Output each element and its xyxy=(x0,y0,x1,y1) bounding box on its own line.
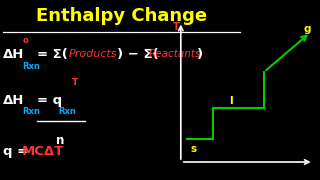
Text: Rxn: Rxn xyxy=(22,62,40,71)
Text: q =: q = xyxy=(3,145,33,158)
Text: n: n xyxy=(56,134,64,147)
Text: Rxn: Rxn xyxy=(58,107,76,116)
Text: Reactants: Reactants xyxy=(149,49,201,59)
Text: MCΔT: MCΔT xyxy=(22,145,64,158)
Text: ) − Σ(: ) − Σ( xyxy=(117,48,158,60)
Text: Rxn: Rxn xyxy=(22,107,40,116)
Text: o: o xyxy=(23,36,29,45)
Text: T: T xyxy=(173,22,180,32)
Text: g: g xyxy=(304,24,311,34)
Text: l: l xyxy=(229,96,232,106)
Text: ΔH: ΔH xyxy=(3,94,25,107)
Text: = q: = q xyxy=(37,94,62,107)
Text: Products: Products xyxy=(69,49,117,59)
Text: T: T xyxy=(72,78,78,87)
Text: s: s xyxy=(190,144,196,154)
Text: Enthalpy Change: Enthalpy Change xyxy=(36,7,207,25)
Text: ΔH: ΔH xyxy=(3,48,25,60)
Text: ): ) xyxy=(197,48,203,60)
Text: = Σ(: = Σ( xyxy=(37,48,68,60)
